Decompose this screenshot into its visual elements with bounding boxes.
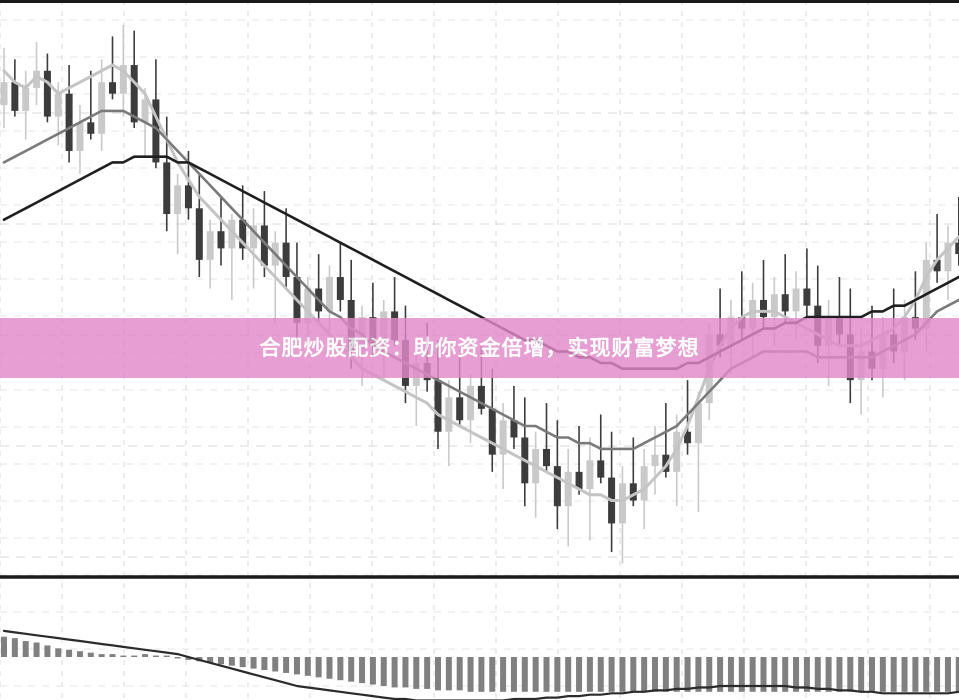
promo-banner: 合肥炒股配资：助你资金倍增，实现财富梦想 xyxy=(0,318,959,378)
macd-panel xyxy=(1,629,959,700)
panel-divider xyxy=(0,0,959,579)
promo-banner-text: 合肥炒股配资：助你资金倍增，实现财富梦想 xyxy=(259,336,700,360)
